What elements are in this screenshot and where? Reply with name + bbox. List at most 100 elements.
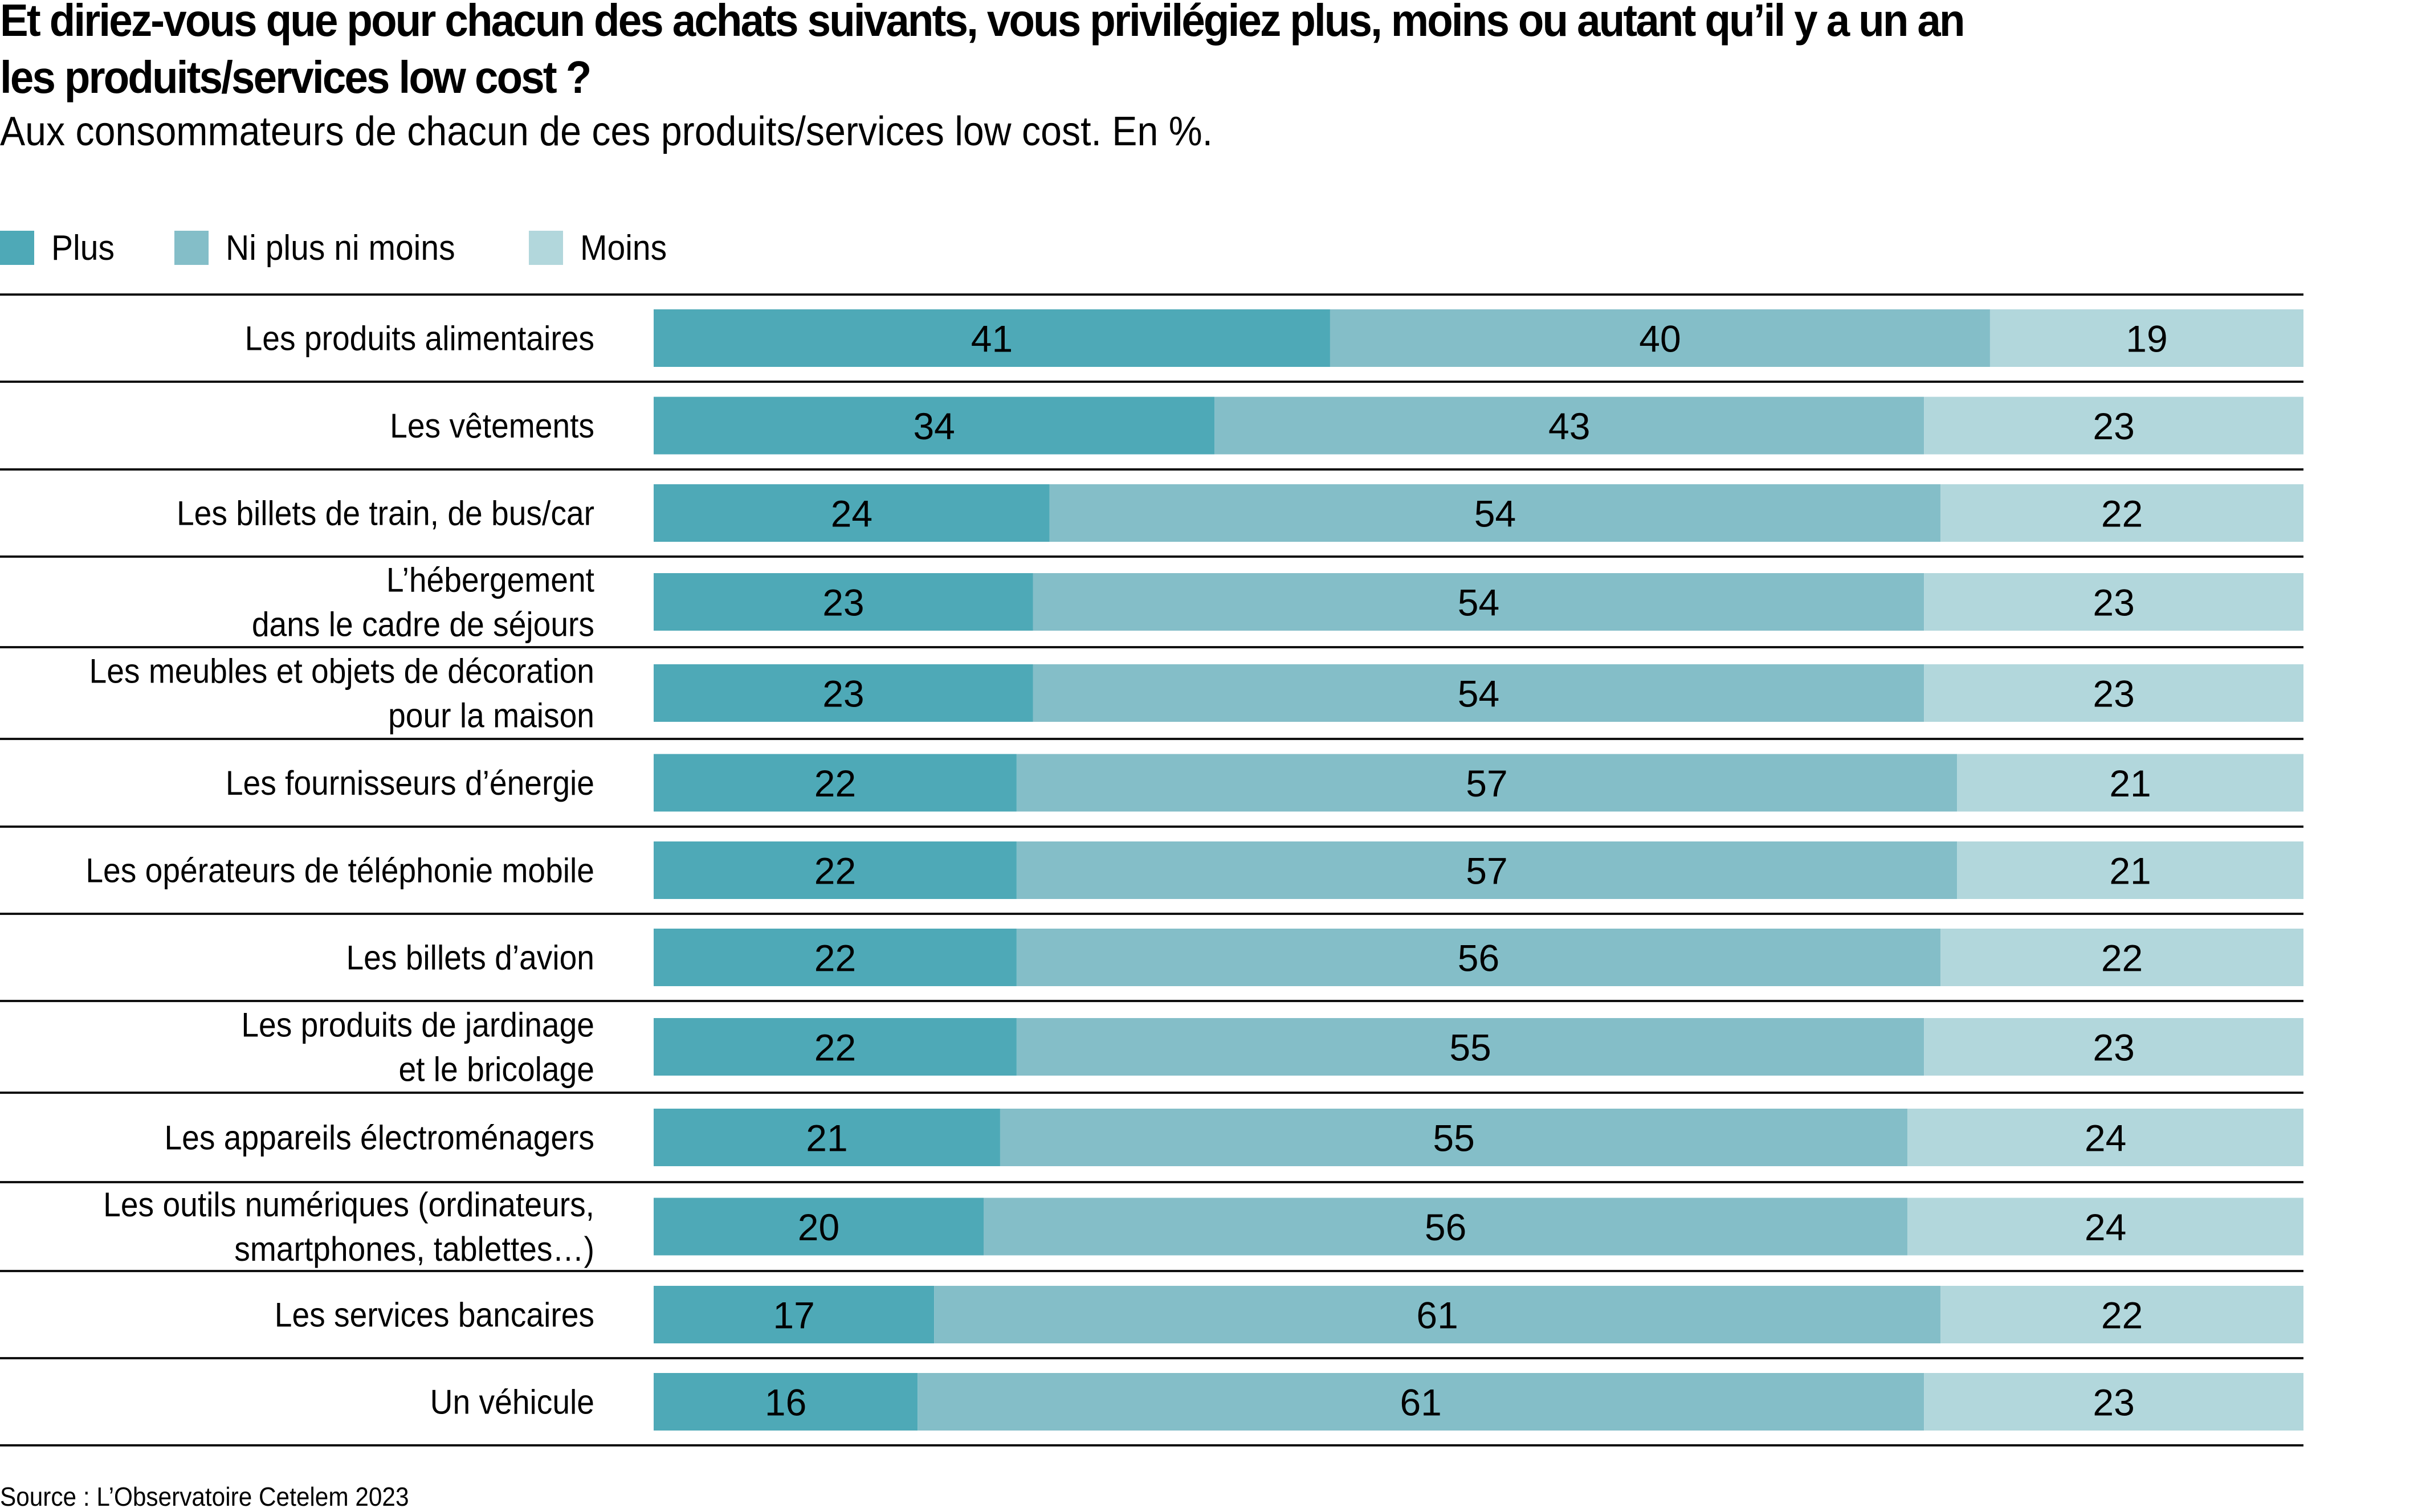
chart-subtitle: Aux consommateurs de chacun de ces produ… (0, 109, 1213, 154)
category-label: Les produits alimentaires (245, 320, 594, 358)
bar-segment-plus (654, 1018, 1017, 1076)
data-label: 17 (773, 1294, 814, 1337)
data-label: 61 (1400, 1382, 1441, 1424)
category-label-line: dans le cadre de séjours (252, 606, 594, 644)
data-label: 16 (765, 1382, 806, 1424)
data-label: 57 (1466, 850, 1507, 892)
category-label-line: Les fournisseurs d’énergie (226, 765, 594, 803)
legend-swatch-plus (0, 231, 34, 265)
legend-item-plus: Plus (0, 228, 120, 268)
legend-label-ni-plus-ni-moins: Ni plus ni moins (225, 228, 455, 268)
data-label: 22 (814, 762, 856, 804)
bar-segment-moins (1907, 1198, 2303, 1256)
bar-segment-plus (654, 929, 1017, 986)
category-label-line: Les services bancaires (275, 1296, 594, 1334)
chart-title-line-1: Et diriez-vous que pour chacun des achat… (0, 0, 1965, 46)
data-label: 56 (1425, 1206, 1466, 1248)
legend-item-moins: Moins (529, 228, 674, 268)
bar-segment-plus (654, 573, 1033, 631)
data-label: 34 (913, 405, 955, 447)
bar-segment-moins (1940, 484, 2303, 542)
category-label-line: Les billets d’avion (346, 939, 594, 977)
legend-item-ni-plus-ni-moins: Ni plus ni moins (174, 228, 475, 268)
legend: Plus Ni plus ni moins Moins (0, 228, 729, 268)
bar-segment-ni-plus-ni-moins (1330, 309, 1990, 367)
bar-segment-moins (1940, 929, 2303, 986)
category-label: Les appareils électroménagers (165, 1119, 594, 1157)
data-label: 54 (1458, 673, 1499, 715)
data-label: 23 (2093, 1027, 2134, 1069)
data-label: 21 (806, 1117, 847, 1159)
data-label: 24 (2085, 1206, 2126, 1248)
legend-label-moins: Moins (580, 228, 667, 268)
category-label-line: Les meubles et objets de décoration (89, 652, 594, 690)
bar-segment-ni-plus-ni-moins (918, 1373, 1924, 1431)
bar-segment-plus (654, 754, 1017, 812)
bar-segment-plus (654, 664, 1033, 722)
bar-segment-moins (1924, 397, 2303, 455)
bar-segment-ni-plus-ni-moins (1214, 397, 1924, 455)
chart-title: Et diriez-vous que pour chacun des achat… (0, 0, 2173, 106)
category-label-line: pour la maison (388, 697, 594, 735)
bar-segment-plus (654, 1109, 1000, 1166)
data-label: 22 (2101, 937, 2143, 979)
category-label-line: Un véhicule (430, 1383, 594, 1421)
bar-segment-ni-plus-ni-moins (984, 1198, 1908, 1256)
data-label: 55 (1433, 1117, 1474, 1159)
legend-swatch-moins (529, 231, 564, 265)
category-label-line: Les produits de jardinage (241, 1006, 594, 1044)
bar-segment-plus (654, 1286, 935, 1343)
data-label: 55 (1449, 1027, 1491, 1069)
category-label: L’hébergement dans le cadre de séjours (252, 561, 594, 644)
data-label: 19 (2126, 318, 2167, 360)
data-label: 22 (814, 1027, 856, 1069)
bar-segment-moins (1957, 754, 2303, 812)
category-label: Les fournisseurs d’énergie (226, 765, 594, 803)
category-label-line: smartphones, tablettes…) (234, 1231, 594, 1269)
data-label: 24 (831, 493, 872, 535)
bar-segment-ni-plus-ni-moins (1016, 1018, 1924, 1076)
data-label: 54 (1474, 493, 1516, 535)
data-label: 23 (822, 673, 864, 715)
category-label: Les billets de train, de bus/car (177, 495, 594, 533)
data-label: 22 (2101, 493, 2143, 535)
data-label: 24 (2085, 1117, 2126, 1159)
data-label: 54 (1458, 582, 1499, 624)
category-label: Les opérateurs de téléphonie mobile (85, 852, 594, 890)
bar-segment-ni-plus-ni-moins (1016, 929, 1941, 986)
bar-segment-ni-plus-ni-moins (1049, 484, 1941, 542)
legend-swatch-ni-plus-ni-moins (174, 231, 209, 265)
category-label-line: Les appareils électroménagers (165, 1119, 594, 1157)
data-label: 21 (2109, 762, 2151, 804)
data-label: 23 (2093, 673, 2134, 715)
data-label: 40 (1639, 318, 1681, 360)
data-label: 61 (1416, 1294, 1458, 1337)
category-label: Les meubles et objets de décoration pour … (89, 652, 594, 735)
category-label: Les outils numériques (ordinateurs, smart… (103, 1186, 594, 1269)
bar-segment-moins (1907, 1109, 2303, 1166)
data-label: 57 (1466, 762, 1507, 804)
bar-segment-plus (654, 484, 1050, 542)
category-label-line: Les vêtements (390, 407, 594, 446)
category-label: Les billets d’avion (346, 939, 594, 977)
category-label-line: Les produits alimentaires (245, 320, 594, 358)
chart-title-line-2: les produits/services low cost ? (0, 52, 592, 103)
bar-segment-moins (1924, 1018, 2303, 1076)
data-label: 41 (971, 318, 1013, 360)
source-note: Source : L’Observatoire Cetelem 2023 (0, 1482, 409, 1511)
bar-segment-plus (654, 841, 1017, 899)
data-label: 23 (2093, 1382, 2134, 1424)
bar-segment-ni-plus-ni-moins (1033, 664, 1924, 722)
bar-segment-plus (654, 1373, 918, 1431)
bar-segment-moins (1924, 664, 2303, 722)
data-label: 43 (1548, 405, 1590, 447)
category-label-line: et le bricolage (398, 1051, 594, 1089)
bar-segment-ni-plus-ni-moins (1016, 841, 1958, 899)
category-label: Les vêtements (390, 407, 594, 446)
bar-segment-moins (1924, 573, 2303, 631)
data-label: 23 (2093, 582, 2134, 624)
category-label: Un véhicule (430, 1383, 594, 1421)
data-label: 22 (2101, 1294, 2143, 1337)
bar-segment-moins (1940, 1286, 2303, 1343)
bar-segment-moins (1989, 309, 2303, 367)
